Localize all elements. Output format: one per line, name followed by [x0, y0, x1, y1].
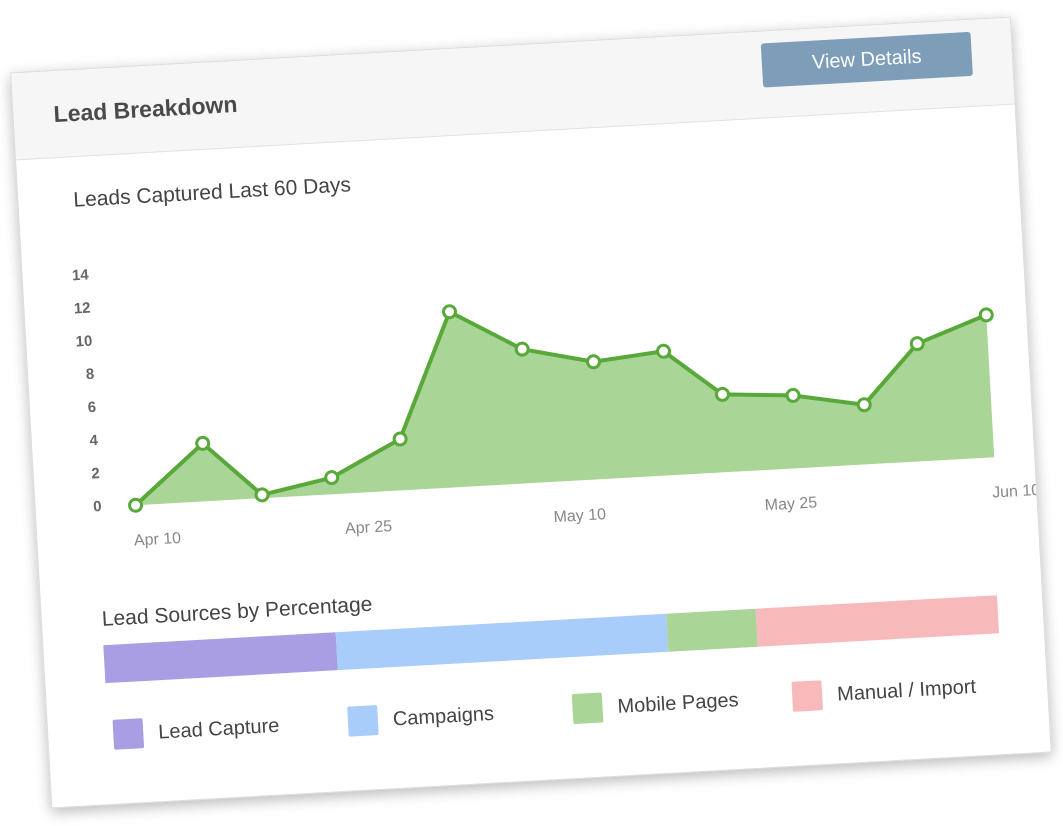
- chart-title: Leads Captured Last 60 Days: [73, 173, 352, 211]
- y-tick-label: 10: [75, 333, 93, 351]
- point: [714, 386, 730, 402]
- card-title: Lead Breakdown: [52, 90, 239, 128]
- x-tick-label: Apr 25: [345, 518, 393, 538]
- charts: Leads Captured Last 60 Days 0 2 4 6 8 10 12 14 Ap…: [71, 173, 1041, 750]
- point: [978, 307, 994, 323]
- point: [856, 397, 872, 413]
- chart-title: Lead Sources by Percentage: [101, 593, 373, 631]
- legend-swatch: [571, 692, 604, 725]
- card: Lead Breakdown View Details Leads Captur…: [10, 16, 1052, 809]
- y-tick-label: 12: [73, 300, 91, 318]
- y-tick-label: 4: [89, 432, 99, 449]
- legend-label: Mobile Pages: [617, 689, 739, 718]
- y-tick-label: 2: [91, 465, 100, 482]
- point: [128, 497, 144, 513]
- view-details-button[interactable]: View Details: [760, 31, 973, 88]
- point: [442, 304, 458, 320]
- bar-segment: [666, 608, 758, 652]
- point: [254, 487, 270, 503]
- point: [586, 354, 602, 370]
- point: [909, 336, 925, 352]
- x-tick-label: May 25: [764, 494, 817, 514]
- legend-label: Lead Capture: [158, 715, 280, 744]
- y-tick-label: 6: [87, 399, 96, 416]
- y-tick-label: 8: [85, 366, 94, 383]
- legend-label: Campaigns: [392, 703, 494, 731]
- point: [324, 470, 340, 486]
- legend-swatch: [112, 718, 145, 750]
- legend-swatch: [791, 680, 823, 712]
- x-tick-label: Jun 10: [992, 482, 1041, 502]
- legend-swatch: [347, 705, 379, 737]
- point: [195, 435, 211, 451]
- point: [785, 387, 801, 403]
- point: [514, 341, 530, 357]
- x-tick-label: Apr 10: [134, 530, 182, 550]
- bar-segment: [335, 613, 669, 671]
- point: [656, 343, 672, 359]
- line: [134, 309, 988, 507]
- x-tick-label: May 10: [553, 506, 606, 526]
- y-tick-label: 14: [71, 266, 89, 284]
- area: [135, 311, 995, 506]
- bar-segment: [103, 632, 338, 684]
- y-tick-label: 0: [93, 498, 102, 515]
- bar-segment: [755, 595, 1000, 647]
- point: [392, 431, 408, 447]
- legend-label: Manual / Import: [837, 676, 977, 706]
